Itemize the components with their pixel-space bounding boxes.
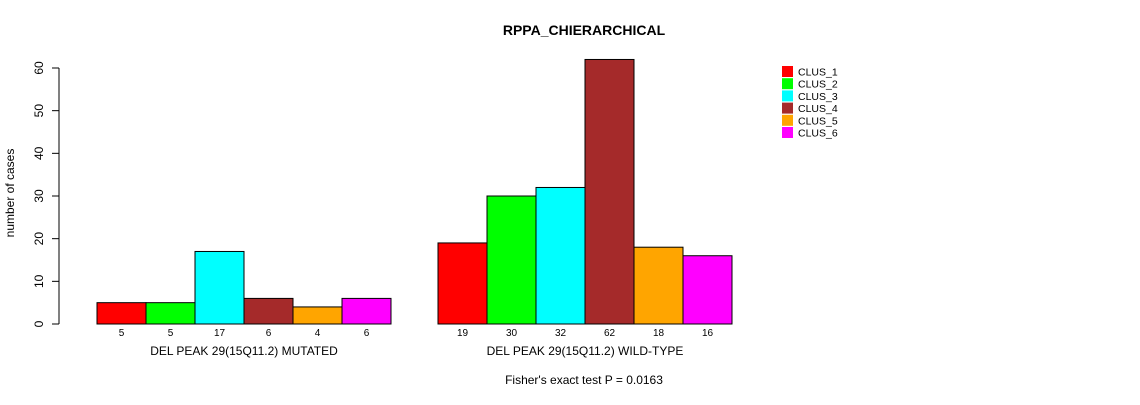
bar-clus-3 bbox=[194, 250, 245, 325]
bar-value-label: 16 bbox=[702, 328, 714, 339]
legend-label: CLUS_6 bbox=[798, 128, 838, 140]
y-tick-label: 20 bbox=[32, 232, 46, 246]
bar-value-label: 19 bbox=[457, 328, 469, 339]
legend-label: CLUS_4 bbox=[798, 103, 838, 115]
y-axis: 0 10 20 30 40 50 60 bbox=[32, 61, 60, 327]
legend-swatch bbox=[782, 78, 793, 90]
group-label: DEL PEAK 29(15Q11.2) WILD-TYPE bbox=[487, 344, 684, 358]
legend-label: CLUS_5 bbox=[798, 115, 838, 127]
chart-title: RPPA_CHIERARCHICAL bbox=[503, 22, 666, 38]
bar-clus-4 bbox=[584, 58, 635, 325]
bar-clus-1 bbox=[437, 242, 488, 325]
fisher-test-label: Fisher's exact test P = 0.0163 bbox=[505, 373, 663, 387]
bar-value-label: 5 bbox=[119, 328, 125, 339]
y-tick-label: 10 bbox=[32, 274, 46, 288]
y-axis-label: number of cases bbox=[3, 149, 17, 238]
legend-swatch bbox=[782, 66, 793, 77]
bar-value-label: 32 bbox=[555, 328, 567, 339]
bar-value-label: 6 bbox=[364, 328, 370, 339]
bar-value-label: 18 bbox=[653, 328, 665, 339]
bar-clus-5 bbox=[292, 306, 343, 325]
bar-clus-6 bbox=[341, 297, 392, 325]
y-tick-label: 30 bbox=[32, 189, 46, 203]
legend-swatch bbox=[782, 102, 793, 114]
bar-clus-2 bbox=[486, 195, 537, 325]
bar-value-label: 4 bbox=[315, 328, 321, 339]
legend-label: CLUS_2 bbox=[798, 79, 838, 91]
legend-swatch bbox=[782, 90, 793, 102]
y-tick-label: 0 bbox=[32, 320, 46, 327]
group-labels: DEL PEAK 29(15Q11.2) MUTATED DEL PEAK 29(… bbox=[150, 344, 683, 358]
legend-label: CLUS_1 bbox=[798, 67, 838, 79]
y-tick-label: 40 bbox=[32, 146, 46, 160]
y-tick-label: 50 bbox=[32, 104, 46, 118]
legend-swatch bbox=[782, 114, 793, 126]
bar-value-label: 30 bbox=[506, 328, 518, 339]
bar-value-label: 5 bbox=[168, 328, 174, 339]
bars: 5 5 17 6 4 6 19 30 32 62 18 16 bbox=[96, 58, 733, 339]
bar-clus-6 bbox=[682, 255, 733, 325]
bar-value-label: 62 bbox=[604, 328, 616, 339]
legend-label: CLUS_3 bbox=[798, 91, 838, 103]
y-tick-label: 60 bbox=[32, 61, 46, 75]
bar-clus-4 bbox=[243, 297, 294, 325]
bar-clus-1 bbox=[96, 302, 147, 325]
bar-clus-3 bbox=[535, 186, 586, 325]
legend-swatch bbox=[782, 127, 793, 138]
bar-value-label: 17 bbox=[214, 328, 226, 339]
bar-clus-2 bbox=[145, 302, 196, 325]
bar-clus-5 bbox=[633, 246, 684, 325]
group-label: DEL PEAK 29(15Q11.2) MUTATED bbox=[150, 344, 338, 358]
bar-value-label: 6 bbox=[266, 328, 272, 339]
